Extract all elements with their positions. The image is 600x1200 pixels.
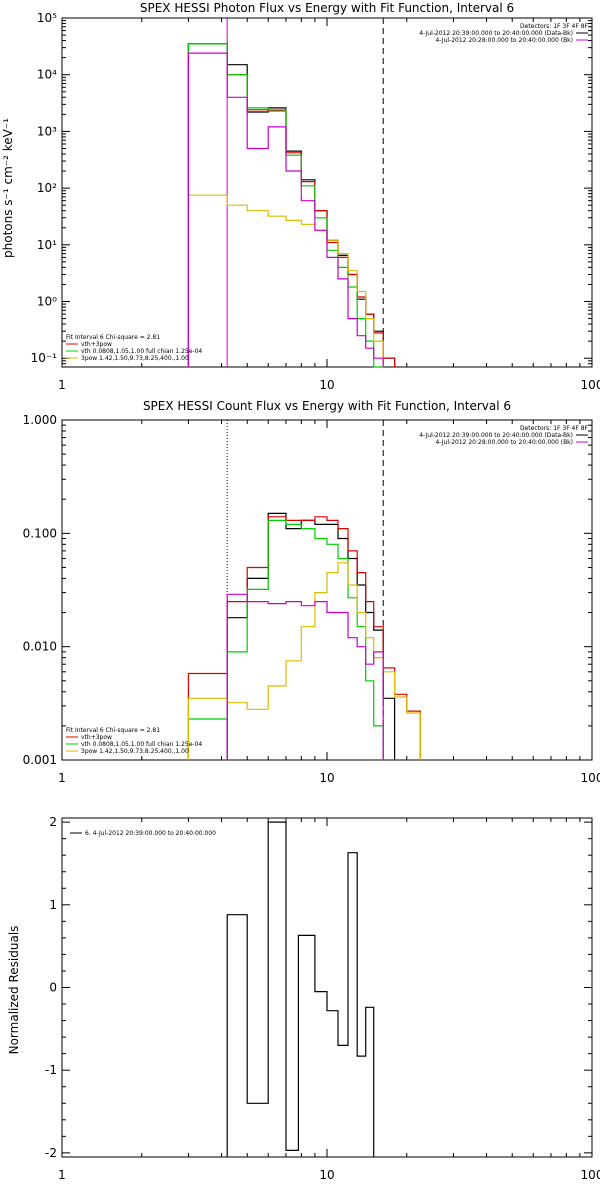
series-vth bbox=[187, 519, 384, 760]
x-tick-label: 10 bbox=[319, 378, 334, 392]
y-tick-label: 10⁴ bbox=[37, 68, 57, 82]
legend-entry: 4-Jul-2012 20:28:00.000 to 20:40:00.000 … bbox=[435, 37, 573, 44]
y-tick-label: 10¹ bbox=[37, 238, 57, 252]
y-tick-label: 10⁻¹ bbox=[31, 351, 58, 365]
series-3pow bbox=[187, 194, 384, 367]
residuals-ylabel: Normalized Residuals bbox=[7, 926, 21, 1055]
x-tick-label: 1 bbox=[58, 1168, 66, 1182]
y-tick-label: 0 bbox=[49, 981, 57, 995]
plot-frame bbox=[61, 17, 593, 368]
x-tick-label: 100 bbox=[581, 771, 600, 785]
legend-entry: 4-Jul-2012 20:39:00.000 to 20:40:00.000 … bbox=[419, 432, 573, 439]
plot-frame bbox=[61, 817, 593, 1158]
x-tick-label: 1 bbox=[58, 378, 66, 392]
x-tick-label: 10 bbox=[319, 771, 334, 785]
y-tick-label: 0.010 bbox=[23, 640, 57, 654]
legend-entry: Fit Interval 6 Chi-square = 2.81 bbox=[66, 727, 160, 734]
y-tick-label: -1 bbox=[45, 1063, 57, 1077]
residuals-panel: Normalized Residuals 1 10 100 -2 -1 0 1 2 6. 4-J… bbox=[7, 815, 600, 1182]
count-flux-panel: SPEX HESSI Count Flux vs Energy with Fit… bbox=[23, 399, 600, 785]
legend-entry: Detectors: 1F 3F 4F 8F bbox=[520, 425, 589, 432]
series-residuals bbox=[226, 821, 375, 1157]
photon-flux-panel: SPEX HESSI Photon Flux vs Energy with Fi… bbox=[1, 1, 600, 392]
y-tick-label: 0.100 bbox=[23, 526, 57, 540]
x-tick-label: 1 bbox=[58, 771, 66, 785]
legend-entry: vth+3pow bbox=[81, 734, 112, 741]
photon-flux-title: SPEX HESSI Photon Flux vs Energy with Fi… bbox=[140, 1, 514, 15]
legend-entry: Fit Interval 6 Chi-square = 2.81 bbox=[66, 334, 160, 341]
legend-entry: vth 0.0808,1.05,1.00 full chian 1.25e-04 bbox=[81, 348, 202, 355]
series-data-bk bbox=[226, 512, 396, 760]
photon-flux-ylabel: photons s⁻¹ cm⁻² keV⁻¹ bbox=[1, 118, 15, 258]
x-tick-label: 10 bbox=[319, 1168, 334, 1182]
series-bk bbox=[187, 52, 384, 367]
legend-entry: 3pow 1.42,1.50,9.73,8.25,400.,1.00 bbox=[81, 748, 189, 755]
legend-entry: 3pow 1.42,1.50,9.73,8.25,400.,1.00 bbox=[81, 355, 189, 362]
y-tick-label: 10³ bbox=[37, 124, 57, 138]
legend-entry: 4-Jul-2012 20:28:00.000 to 20:40:00.000 … bbox=[435, 439, 573, 446]
legend-entry: vth 0.0808,1.05,1.00 full chian 1.25e-04 bbox=[81, 741, 202, 748]
series-bk bbox=[226, 593, 384, 760]
legend-entry: 6. 4-Jul-2012 20:39:00.000 to 20:40:00.0… bbox=[85, 830, 216, 837]
y-tick-label: 0.001 bbox=[23, 753, 57, 767]
y-tick-label: 10⁰ bbox=[37, 295, 57, 309]
y-tick-label: 1 bbox=[49, 898, 57, 912]
series-vth+3pow bbox=[187, 516, 421, 760]
y-tick-label: 10⁵ bbox=[37, 11, 57, 25]
x-tick-label: 100 bbox=[581, 1168, 600, 1182]
x-tick-label: 100 bbox=[581, 378, 600, 392]
y-tick-label: 1.000 bbox=[23, 413, 57, 427]
y-tick-label: 10² bbox=[37, 181, 57, 195]
legend-entry: Detectors: 1F 3F 4F 8F bbox=[520, 23, 589, 30]
y-tick-label: 2 bbox=[49, 815, 57, 829]
count-flux-title: SPEX HESSI Count Flux vs Energy with Fit… bbox=[143, 399, 511, 413]
legend-entry: vth+3pow bbox=[81, 341, 112, 348]
y-tick-label: -2 bbox=[45, 1146, 57, 1160]
series-3pow bbox=[187, 562, 421, 760]
legend-entry: 4-Jul-2012 20:39:00.000 to 20:40:00.000 … bbox=[419, 30, 573, 37]
